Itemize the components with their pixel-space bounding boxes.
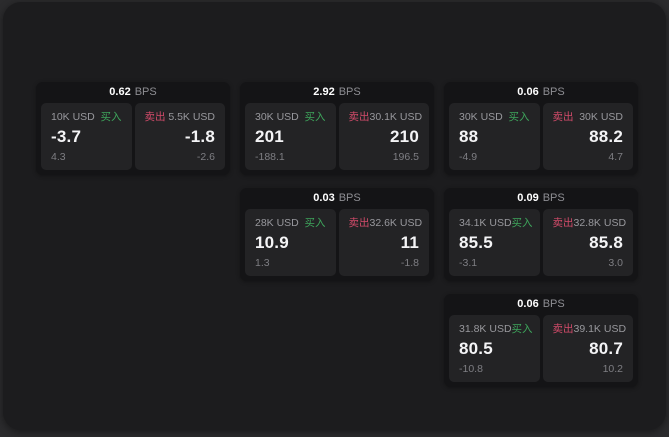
sell-notional: 30.1K USD <box>369 111 423 123</box>
sell-quote-panel[interactable]: 卖出 5.5K USD -1.8 -2.6 <box>134 103 225 170</box>
bps-value: 0.03 <box>313 192 335 204</box>
buy-notional: 30K USD <box>255 111 299 123</box>
buy-side-label: 买入 <box>511 323 533 335</box>
sell-delta: 3.0 <box>608 257 623 269</box>
bps-value: 0.09 <box>517 192 539 204</box>
sell-delta: -1.8 <box>400 257 419 269</box>
buy-notional: 30K USD <box>459 111 503 123</box>
bps-header: 2.92 BPS <box>245 82 429 103</box>
sell-delta: -2.6 <box>196 151 215 163</box>
sell-price: 88.2 <box>589 127 623 146</box>
buy-price: 85.5 <box>459 233 493 252</box>
buy-price: 10.9 <box>255 233 289 252</box>
sell-delta: 10.2 <box>602 363 623 375</box>
sell-notional: 30K USD <box>579 111 623 123</box>
buy-delta: -10.8 <box>459 363 483 375</box>
buy-side-label: 买入 <box>100 111 122 123</box>
bps-header: 0.06 BPS <box>449 82 633 103</box>
sell-notional: 32.8K USD <box>573 217 627 229</box>
buy-quote-panel[interactable]: 34.1K USD 买入 85.5 -3.1 <box>449 209 540 276</box>
sell-price: 80.7 <box>589 339 623 358</box>
buy-delta: -4.9 <box>459 151 478 163</box>
bps-card-5: 0.09 BPS 34.1K USD 买入 85.5 -3.1 卖出 32.8K… <box>444 188 638 281</box>
bps-unit-label: BPS <box>542 298 565 310</box>
quote-panels: 28K USD 买入 10.9 1.3 卖出 32.6K USD 11 -1.8 <box>245 209 429 276</box>
buy-price: 80.5 <box>459 339 493 358</box>
buy-side-label: 买入 <box>304 111 326 123</box>
sell-price: -1.8 <box>184 127 215 146</box>
buy-delta: -188.1 <box>255 151 285 163</box>
sell-side-label: 卖出 <box>552 323 574 335</box>
bps-unit-label: BPS <box>542 192 565 204</box>
bps-unit-label: BPS <box>338 86 361 98</box>
buy-quote-panel[interactable]: 31.8K USD 买入 80.5 -10.8 <box>449 315 540 382</box>
bps-unit-label: BPS <box>338 192 361 204</box>
sell-quote-panel[interactable]: 卖出 32.8K USD 85.8 3.0 <box>542 209 633 276</box>
buy-price: 201 <box>255 127 284 146</box>
buy-delta: -3.1 <box>459 257 478 269</box>
sell-notional: 39.1K USD <box>573 323 627 335</box>
buy-side-label: 买入 <box>304 217 326 229</box>
bps-header: 0.09 BPS <box>449 188 633 209</box>
buy-side-label: 买入 <box>511 217 533 229</box>
buy-delta: 1.3 <box>255 257 270 269</box>
buy-side-label: 买入 <box>508 111 530 123</box>
buy-price: 88 <box>459 127 479 146</box>
bps-unit-label: BPS <box>542 86 565 98</box>
sell-side-label: 卖出 <box>552 217 574 229</box>
buy-quote-panel[interactable]: 10K USD 买入 -3.7 4.3 <box>41 103 132 170</box>
quote-panels: 34.1K USD 买入 85.5 -3.1 卖出 32.8K USD 85.8… <box>449 209 633 276</box>
buy-notional: 28K USD <box>255 217 299 229</box>
sell-notional: 32.6K USD <box>369 217 423 229</box>
quotes-grid: 0.62 BPS 10K USD 买入 -3.7 4.3 卖出 5.5K USD <box>36 82 638 387</box>
bps-value: 0.06 <box>517 86 539 98</box>
buy-notional: 10K USD <box>51 111 95 123</box>
bps-value: 2.92 <box>313 86 335 98</box>
sell-quote-panel[interactable]: 卖出 32.6K USD 11 -1.8 <box>338 209 429 276</box>
bps-card-1: 0.62 BPS 10K USD 买入 -3.7 4.3 卖出 5.5K USD <box>36 82 230 175</box>
bps-card-6: 0.06 BPS 31.8K USD 买入 80.5 -10.8 卖出 39.1… <box>444 294 638 387</box>
sell-delta: 196.5 <box>392 151 419 163</box>
sell-notional: 5.5K USD <box>168 111 215 123</box>
buy-notional: 34.1K USD <box>459 217 512 229</box>
bps-value: 0.62 <box>109 86 131 98</box>
app-window: 0.62 BPS 10K USD 买入 -3.7 4.3 卖出 5.5K USD <box>3 2 666 430</box>
sell-delta: 4.7 <box>608 151 623 163</box>
sell-side-label: 卖出 <box>552 111 574 123</box>
buy-quote-panel[interactable]: 30K USD 买入 88 -4.9 <box>449 103 540 170</box>
bps-card-3: 0.06 BPS 30K USD 买入 88 -4.9 卖出 30K USD <box>444 82 638 175</box>
sell-side-label: 卖出 <box>348 217 370 229</box>
sell-quote-panel[interactable]: 卖出 30.1K USD 210 196.5 <box>338 103 429 170</box>
buy-price: -3.7 <box>51 127 82 146</box>
quote-panels: 10K USD 买入 -3.7 4.3 卖出 5.5K USD -1.8 -2.… <box>41 103 225 170</box>
bps-unit-label: BPS <box>134 86 157 98</box>
bps-card-2: 2.92 BPS 30K USD 买入 201 -188.1 卖出 30.1K … <box>240 82 434 175</box>
bps-header: 0.03 BPS <box>245 188 429 209</box>
sell-quote-panel[interactable]: 卖出 39.1K USD 80.7 10.2 <box>542 315 633 382</box>
quote-panels: 31.8K USD 买入 80.5 -10.8 卖出 39.1K USD 80.… <box>449 315 633 382</box>
sell-quote-panel[interactable]: 卖出 30K USD 88.2 4.7 <box>542 103 633 170</box>
buy-quote-panel[interactable]: 28K USD 买入 10.9 1.3 <box>245 209 336 276</box>
quote-panels: 30K USD 买入 88 -4.9 卖出 30K USD 88.2 4.7 <box>449 103 633 170</box>
sell-price: 210 <box>390 127 419 146</box>
bps-card-4: 0.03 BPS 28K USD 买入 10.9 1.3 卖出 32.6K US… <box>240 188 434 281</box>
sell-side-label: 卖出 <box>348 111 370 123</box>
sell-side-label: 卖出 <box>144 111 166 123</box>
buy-quote-panel[interactable]: 30K USD 买入 201 -188.1 <box>245 103 336 170</box>
sell-price: 11 <box>400 233 419 252</box>
buy-delta: 4.3 <box>51 151 66 163</box>
bps-header: 0.06 BPS <box>449 294 633 315</box>
sell-price: 85.8 <box>589 233 623 252</box>
buy-notional: 31.8K USD <box>459 323 512 335</box>
bps-header: 0.62 BPS <box>41 82 225 103</box>
bps-value: 0.06 <box>517 298 539 310</box>
quote-panels: 30K USD 买入 201 -188.1 卖出 30.1K USD 210 1… <box>245 103 429 170</box>
